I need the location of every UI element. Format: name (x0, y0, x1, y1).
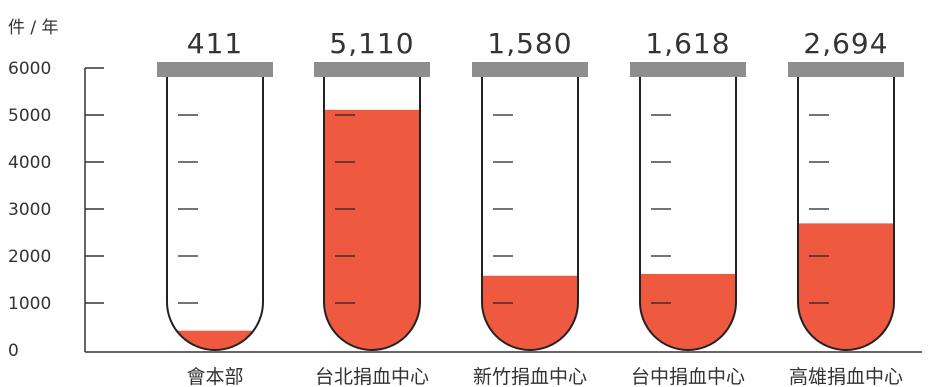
tube-cap (630, 62, 746, 77)
category-label: 新竹捐血中心 (473, 366, 587, 387)
bar-value-label: 5,110 (329, 27, 414, 60)
tube-outline (639, 77, 737, 351)
tube-outline (323, 77, 421, 351)
tube-bar: 1,580 新竹捐血中心 (472, 27, 588, 387)
bars: 411 會本部 5,110 台北捐血中心 1,580 新竹捐血中心 1,618 台中捐血中心 2… (157, 27, 904, 387)
bar-fill (798, 223, 894, 350)
tube-cap (157, 62, 273, 77)
tube-bar: 1,618 台中捐血中心 (630, 27, 746, 387)
y-tick-label: 4000 (8, 153, 51, 173)
category-label: 台北捐血中心 (315, 366, 429, 387)
bar-fill (640, 273, 736, 350)
tube-cap (472, 62, 588, 77)
category-label: 台中捐血中心 (631, 366, 745, 387)
y-tick-label: 1000 (8, 294, 51, 314)
category-label: 會本部 (186, 366, 243, 387)
y-tick-label: 0 (8, 341, 19, 361)
bar-value-label: 1,580 (487, 27, 572, 60)
y-tick-label: 2000 (8, 247, 51, 267)
category-label: 高雄捐血中心 (789, 366, 903, 387)
tube-outline (166, 77, 264, 351)
tube-bar: 2,694 高雄捐血中心 (788, 27, 904, 387)
tube-outline (797, 77, 895, 351)
bar-value-label: 1,618 (645, 27, 730, 60)
tube-bar: 5,110 台北捐血中心 (314, 27, 430, 387)
bar-fill (482, 275, 578, 350)
tube-cap (314, 62, 430, 77)
y-tick-label: 5000 (8, 106, 51, 126)
y-tick-label: 3000 (8, 200, 51, 220)
tube-cap (788, 62, 904, 77)
y-axis: 件 / 年 0 1000 2000 3000 4000 5000 6000 (8, 18, 104, 361)
bar-fill (324, 109, 420, 350)
bar-value-label: 411 (187, 27, 243, 60)
tube-outline (481, 77, 579, 351)
y-tick-label: 6000 (8, 59, 51, 79)
bar-value-label: 2,694 (803, 27, 888, 60)
tube-bar: 411 會本部 (157, 27, 273, 387)
y-axis-unit-label: 件 / 年 (8, 18, 59, 38)
